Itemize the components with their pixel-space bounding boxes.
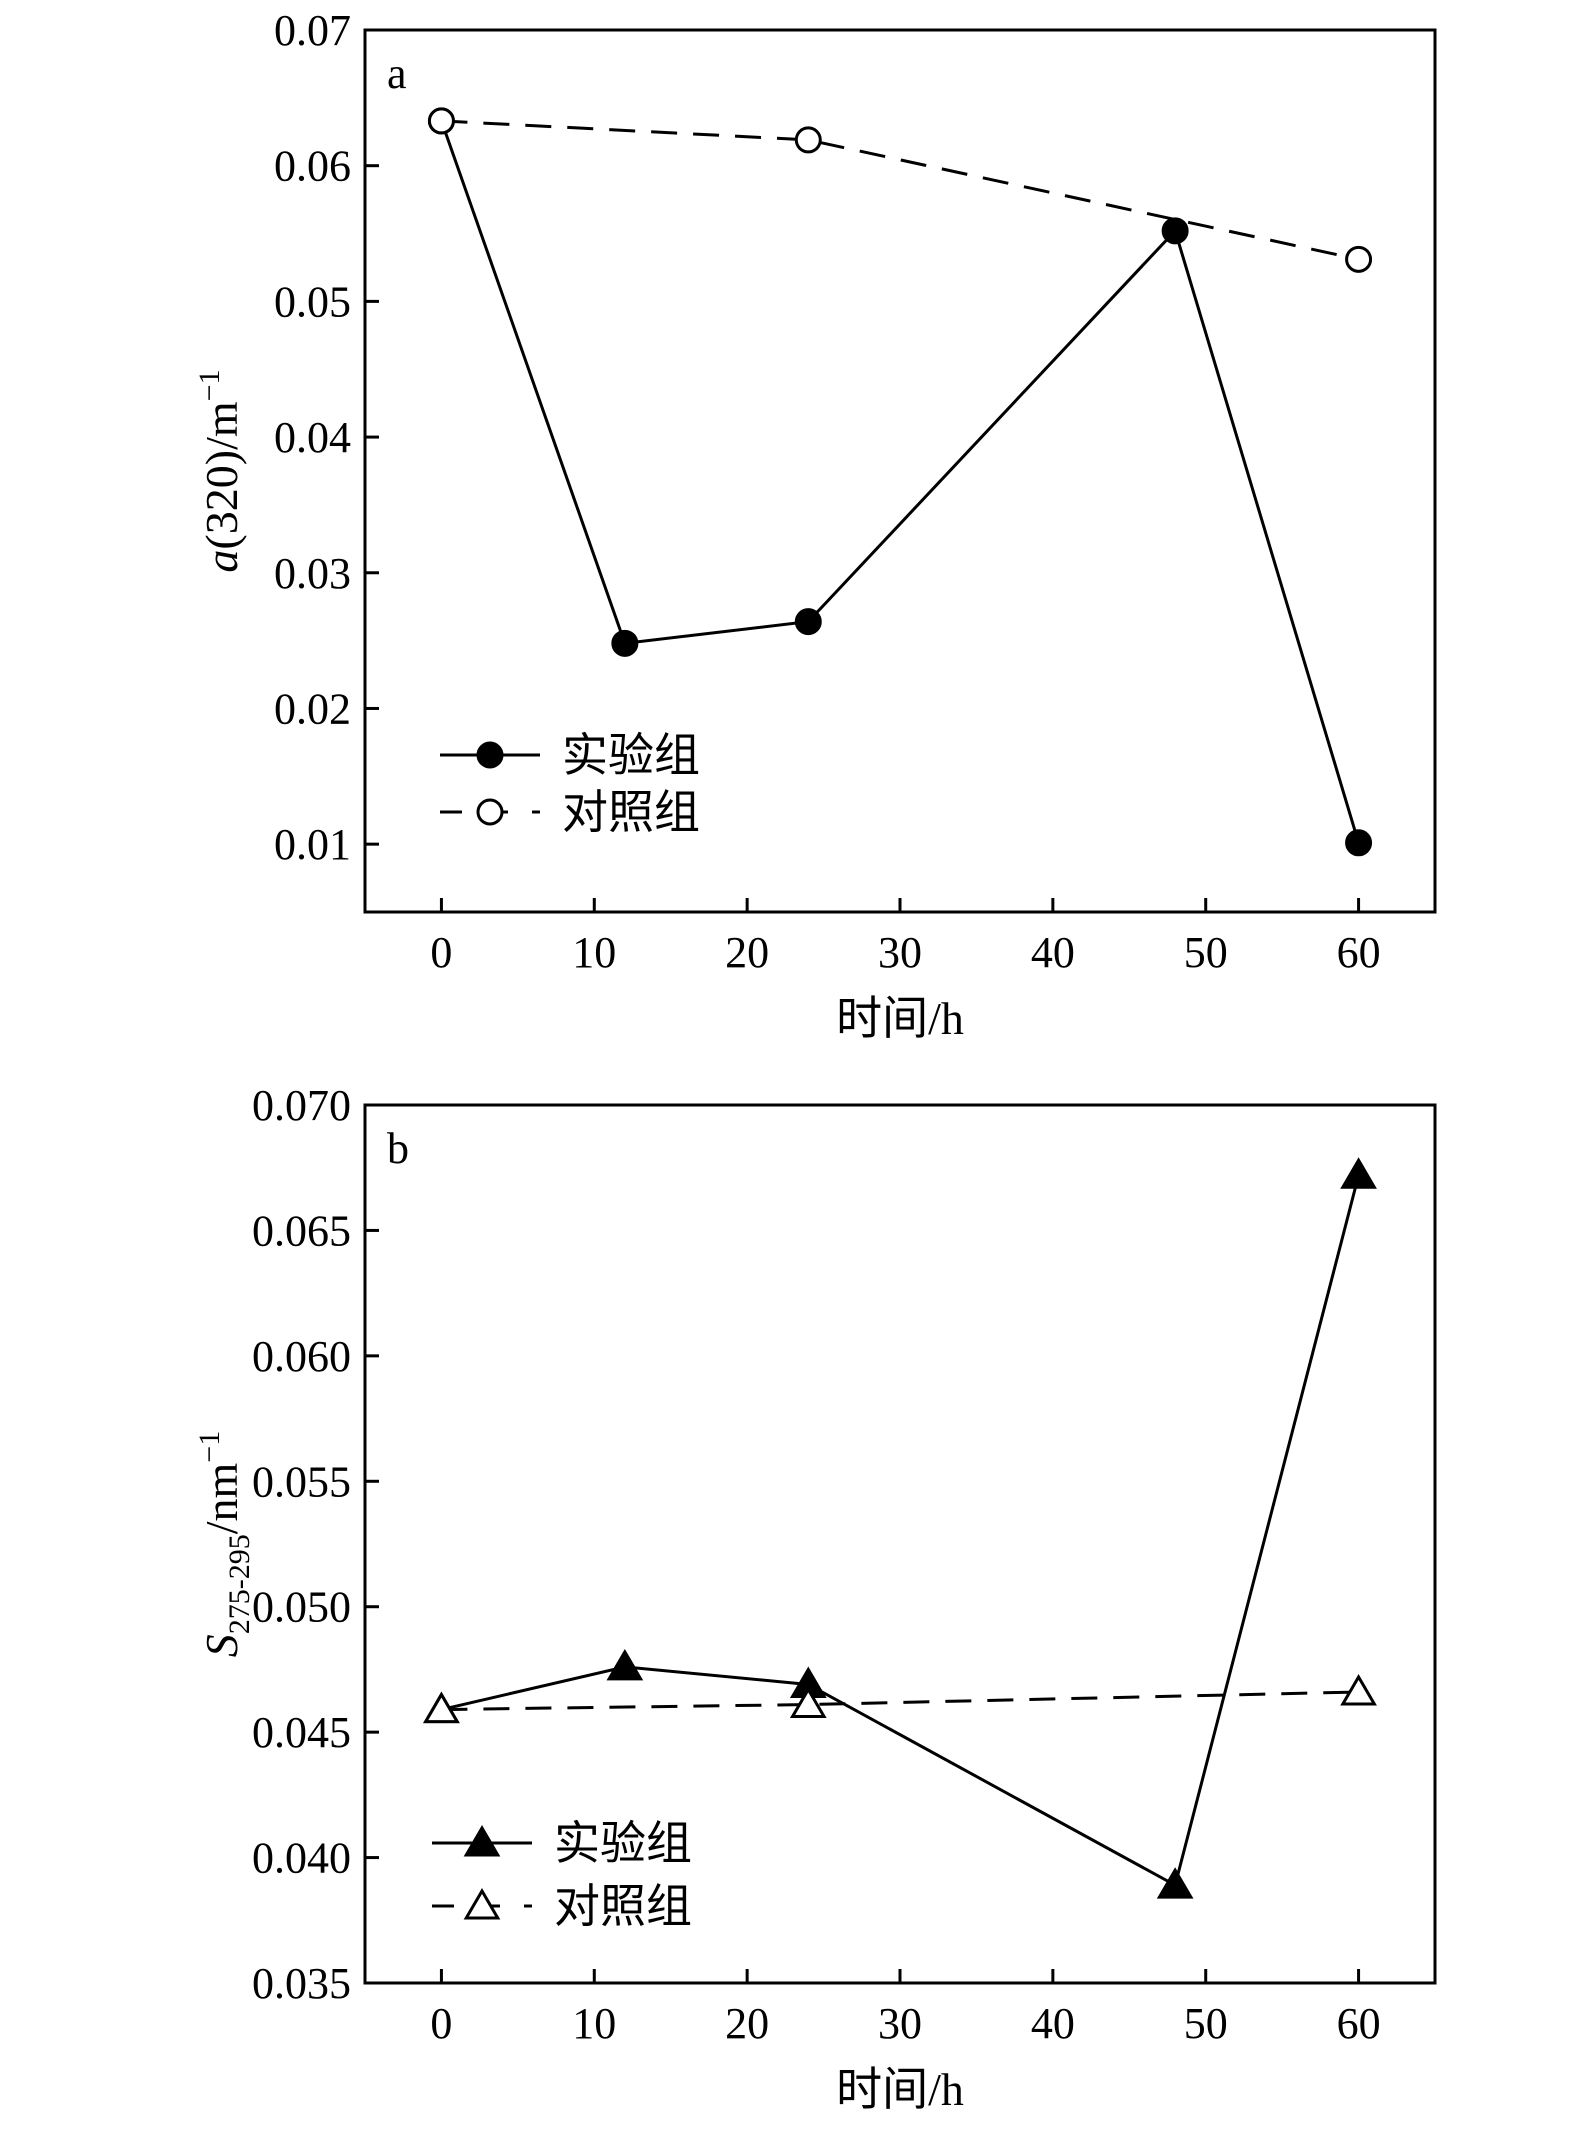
data-point-1 <box>1340 1157 1377 1189</box>
legend-marker <box>463 1888 501 1920</box>
y-tick-label: 0.03 <box>274 549 351 598</box>
data-point-1 <box>1156 1867 1194 1899</box>
data-point-1 <box>794 608 822 636</box>
series-line-2 <box>441 1690 1359 1712</box>
y-tick-label: 0.07 <box>274 6 351 55</box>
legend-label: 实验组 <box>554 1816 692 1870</box>
x-tick-label: 60 <box>1337 928 1381 977</box>
x-tick-label: 60 <box>1337 1999 1381 2048</box>
panel-label-a: a <box>387 49 407 98</box>
series-line-1 <box>441 1174 1361 1888</box>
data-point-2 <box>423 1691 460 1724</box>
x-tick-label: 30 <box>878 1999 922 2048</box>
panel-label-b: b <box>387 1124 409 1173</box>
x-tick-label: 10 <box>572 928 616 977</box>
y-ticks-a: 0.01 0.02 0.03 0.04 0.05 0.06 0.07 <box>274 6 379 869</box>
chart-b: 0.035 0.040 0.045 0.050 0.055 0.060 0.065 0.070… <box>193 1081 1437 2115</box>
data-point-1 <box>611 629 639 657</box>
legend-marker <box>476 741 504 769</box>
y-tick-label: 0.055 <box>252 1457 351 1506</box>
x-tick-label: 50 <box>1184 928 1228 977</box>
x-tick-label: 30 <box>878 928 922 977</box>
y-tick-label: 0.05 <box>274 277 351 326</box>
x-axis-title-a: 时间/h <box>836 993 964 1044</box>
y-ticks-b: 0.035 0.040 0.045 0.050 0.055 0.060 0.065 0.070 <box>252 1081 379 2008</box>
data-point-2 <box>794 126 822 154</box>
x-tick-label: 20 <box>725 928 769 977</box>
x-tick-label: 0 <box>430 928 452 977</box>
y-tick-label: 0.065 <box>252 1206 351 1255</box>
x-tick-label: 0 <box>430 1999 452 2048</box>
y-tick-label: 0.04 <box>274 413 351 462</box>
y-tick-label: 0.06 <box>274 142 351 191</box>
legend-label: 对照组 <box>562 785 700 839</box>
plot-frame-a <box>363 28 1437 914</box>
series-a <box>427 107 1373 857</box>
y-tick-label: 0.045 <box>252 1708 351 1757</box>
y-tick-label: 0.035 <box>252 1959 351 2008</box>
y-tick-label: 0.040 <box>252 1834 351 1883</box>
x-ticks-b: 0 10 20 30 40 50 60 <box>430 1969 1381 2048</box>
data-point-2 <box>1345 245 1373 273</box>
y-tick-label: 0.02 <box>274 684 351 733</box>
legend-label: 实验组 <box>562 728 700 782</box>
legend-marker <box>463 1825 501 1857</box>
y-axis-title-b: S275-295/nm−1 <box>193 1431 256 1657</box>
series-line-2 <box>441 119 1359 261</box>
chart-a: 0.01 0.02 0.03 0.04 0.05 0.06 0.07 0 10 20 30 40 50… <box>193 6 1437 1044</box>
y-tick-label: 0.070 <box>252 1081 351 1130</box>
x-tick-label: 40 <box>1031 928 1075 977</box>
x-ticks-a: 0 10 20 30 40 50 60 <box>430 898 1381 977</box>
x-tick-label: 20 <box>725 1999 769 2048</box>
x-axis-title-b: 时间/h <box>836 2064 964 2115</box>
data-point-1 <box>606 1648 644 1681</box>
data-point-2 <box>789 1686 827 1719</box>
y-axis-title-a: a(320)/m−1 <box>193 369 247 572</box>
legend-marker <box>476 798 504 826</box>
y-tick-label: 0.060 <box>252 1332 351 1381</box>
plot-frame-b <box>363 1103 1437 1985</box>
data-point-2 <box>1340 1674 1377 1706</box>
x-tick-label: 10 <box>572 1999 616 2048</box>
data-point-2 <box>427 107 455 135</box>
series-b <box>423 1157 1377 1899</box>
x-tick-label: 50 <box>1184 1999 1228 2048</box>
y-tick-label: 0.050 <box>252 1583 351 1632</box>
legend-label: 对照组 <box>554 1879 692 1933</box>
data-point-1 <box>1161 217 1189 245</box>
data-point-1 <box>1345 829 1373 857</box>
x-tick-label: 40 <box>1031 1999 1075 2048</box>
y-tick-label: 0.01 <box>274 820 351 869</box>
